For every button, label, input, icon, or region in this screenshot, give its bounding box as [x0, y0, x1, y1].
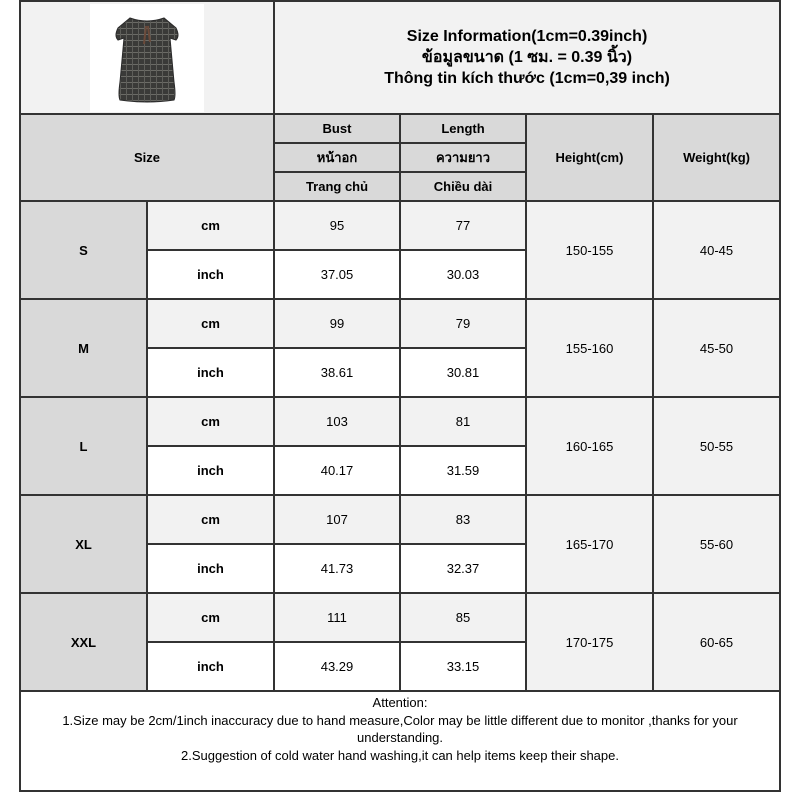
- weight-range: 45-50: [651, 298, 782, 398]
- size-label: M: [19, 298, 148, 398]
- height-range: 150-155: [525, 200, 654, 300]
- length-inch: 30.03: [399, 249, 527, 300]
- height-range: 165-170: [525, 494, 654, 594]
- attention-title: Attention:: [372, 695, 428, 710]
- bust-header-vi: Trang chủ: [273, 171, 401, 202]
- weight-range: 55-60: [651, 494, 782, 594]
- weight-header: Weight(kg): [651, 113, 782, 202]
- attention-note-1: 1.Size may be 2cm/1inch inaccuracy due t…: [62, 712, 738, 746]
- height-header: Height(cm): [525, 113, 654, 202]
- height-range: 155-160: [525, 298, 654, 398]
- table-row: L cm 103 81 160-165 50-55: [19, 396, 782, 496]
- size-label: XXL: [19, 592, 148, 692]
- height-range: 160-165: [525, 396, 654, 496]
- length-inch: 30.81: [399, 347, 527, 398]
- size-column-header: Size: [19, 113, 275, 202]
- table-row: M cm 99 79 155-160 45-50: [19, 298, 782, 398]
- bust-inch: 38.61: [273, 347, 401, 398]
- table-row: inch 40.17 31.59: [20, 445, 780, 496]
- product-image-cell: [19, 0, 275, 115]
- table-row: inch 41.73 32.37: [20, 543, 780, 594]
- unit-label: cm: [146, 298, 275, 349]
- table-row: inch 38.61 30.81: [20, 347, 780, 398]
- length-inch: 33.15: [399, 641, 527, 692]
- bust-cm: 107: [273, 494, 401, 545]
- bust-inch: 37.05: [273, 249, 401, 300]
- bust-cm: 95: [273, 200, 401, 251]
- size-info-thai: ข้อมูลขนาด (1 ซม. = 0.39 นิ้ว): [421, 49, 633, 66]
- attention-note-2: 2.Suggestion of cold water hand washing,…: [181, 747, 619, 763]
- size-info-vietnamese: Thông tin kích thước (1cm=0,39 inch): [384, 70, 670, 87]
- length-cm: 85: [399, 592, 527, 643]
- attention-notes: Attention: 1.Size may be 2cm/1inch inacc…: [18, 690, 782, 792]
- unit-label: inch: [146, 543, 275, 594]
- unit-label: cm: [146, 200, 275, 251]
- bust-cm: 99: [273, 298, 401, 349]
- bust-inch: 41.73: [273, 543, 401, 594]
- unit-label: cm: [146, 494, 275, 545]
- height-range: 170-175: [525, 592, 654, 692]
- unit-label: cm: [146, 396, 275, 447]
- length-header-en: Length: [399, 113, 527, 144]
- length-header-vi: Chiều dài: [399, 171, 527, 202]
- product-image: [90, 4, 204, 112]
- bust-cm: 111: [273, 592, 401, 643]
- length-header-th: ความยาว: [399, 142, 527, 173]
- size-info-english: Size Information(1cm=0.39inch): [406, 28, 648, 45]
- length-cm: 77: [399, 200, 527, 251]
- weight-range: 60-65: [651, 592, 782, 692]
- table-row: XXL cm 111 85 170-175 60-65: [19, 592, 782, 692]
- bust-header-th: หน้าอก: [273, 142, 401, 173]
- size-label: L: [19, 396, 148, 496]
- table-row: S cm 95 77 150-155 40-45: [19, 200, 782, 300]
- table-row: inch 43.29 33.15: [20, 641, 780, 692]
- length-cm: 79: [399, 298, 527, 349]
- size-info-header: Size Information(1cm=0.39inch) ข้อมูลขนา…: [272, 0, 782, 115]
- size-chart-table: Size Information(1cm=0.39inch) ข้อมูลขนา…: [18, 0, 782, 792]
- length-cm: 81: [399, 396, 527, 447]
- unit-label: cm: [146, 592, 275, 643]
- bust-cm: 103: [273, 396, 401, 447]
- bust-inch: 43.29: [273, 641, 401, 692]
- table-row: XL cm 107 83 165-170 55-60: [19, 494, 782, 594]
- weight-range: 50-55: [651, 396, 782, 496]
- size-label: XL: [19, 494, 148, 594]
- unit-label: inch: [146, 641, 275, 692]
- weight-range: 40-45: [651, 200, 782, 300]
- unit-label: inch: [146, 249, 275, 300]
- bust-inch: 40.17: [273, 445, 401, 496]
- length-cm: 83: [399, 494, 527, 545]
- length-inch: 32.37: [399, 543, 527, 594]
- bust-header-en: Bust: [273, 113, 401, 144]
- size-label: S: [19, 200, 148, 300]
- unit-label: inch: [146, 347, 275, 398]
- dress-icon: [115, 17, 179, 103]
- unit-label: inch: [146, 445, 275, 496]
- table-row: inch 37.05 30.03: [20, 249, 780, 300]
- length-inch: 31.59: [399, 445, 527, 496]
